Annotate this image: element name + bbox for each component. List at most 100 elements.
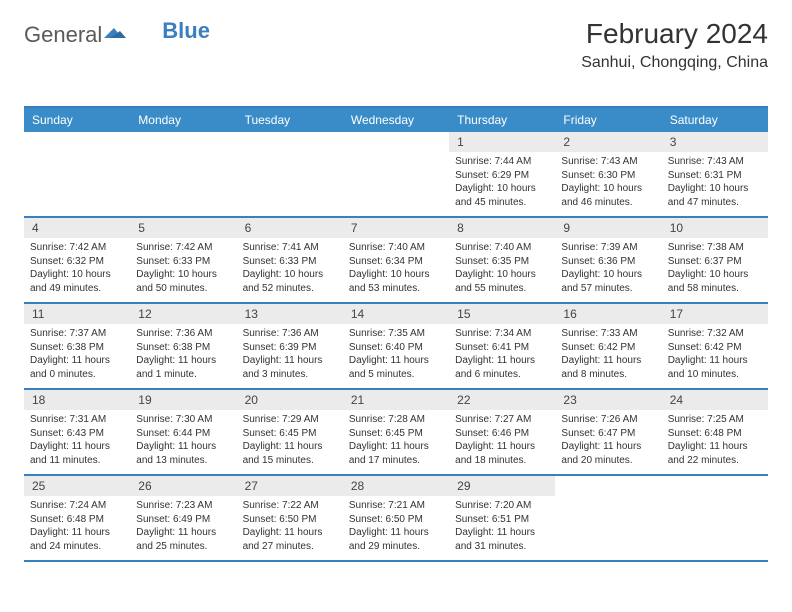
- daylight-text: Daylight: 11 hours and 17 minutes.: [349, 440, 443, 467]
- sunset-text: Sunset: 6:48 PM: [30, 513, 124, 527]
- day-info: Sunrise: 7:41 AMSunset: 6:33 PMDaylight:…: [237, 238, 343, 299]
- day-number: 20: [237, 390, 343, 410]
- day-info: Sunrise: 7:32 AMSunset: 6:42 PMDaylight:…: [662, 324, 768, 385]
- sunrise-text: Sunrise: 7:43 AM: [561, 155, 655, 169]
- sunset-text: Sunset: 6:51 PM: [455, 513, 549, 527]
- day-cell: [662, 476, 768, 560]
- sunset-text: Sunset: 6:50 PM: [243, 513, 337, 527]
- sunset-text: Sunset: 6:39 PM: [243, 341, 337, 355]
- day-info: Sunrise: 7:21 AMSunset: 6:50 PMDaylight:…: [343, 496, 449, 557]
- sunrise-text: Sunrise: 7:24 AM: [30, 499, 124, 513]
- sunrise-text: Sunrise: 7:29 AM: [243, 413, 337, 427]
- daylight-text: Daylight: 11 hours and 10 minutes.: [668, 354, 762, 381]
- day-info: Sunrise: 7:42 AMSunset: 6:33 PMDaylight:…: [130, 238, 236, 299]
- day-cell: 15Sunrise: 7:34 AMSunset: 6:41 PMDayligh…: [449, 304, 555, 388]
- day-cell: 28Sunrise: 7:21 AMSunset: 6:50 PMDayligh…: [343, 476, 449, 560]
- sunrise-text: Sunrise: 7:41 AM: [243, 241, 337, 255]
- sunrise-text: Sunrise: 7:43 AM: [668, 155, 762, 169]
- sunrise-text: Sunrise: 7:39 AM: [561, 241, 655, 255]
- day-cell: 11Sunrise: 7:37 AMSunset: 6:38 PMDayligh…: [24, 304, 130, 388]
- day-cell: 2Sunrise: 7:43 AMSunset: 6:30 PMDaylight…: [555, 132, 661, 216]
- daylight-text: Daylight: 10 hours and 50 minutes.: [136, 268, 230, 295]
- day-info: Sunrise: 7:27 AMSunset: 6:46 PMDaylight:…: [449, 410, 555, 471]
- day-number: 22: [449, 390, 555, 410]
- day-number: 13: [237, 304, 343, 324]
- day-cell: 29Sunrise: 7:20 AMSunset: 6:51 PMDayligh…: [449, 476, 555, 560]
- sunset-text: Sunset: 6:33 PM: [243, 255, 337, 269]
- day-info: Sunrise: 7:34 AMSunset: 6:41 PMDaylight:…: [449, 324, 555, 385]
- day-info: Sunrise: 7:20 AMSunset: 6:51 PMDaylight:…: [449, 496, 555, 557]
- sunrise-text: Sunrise: 7:34 AM: [455, 327, 549, 341]
- day-header: Monday: [130, 108, 236, 132]
- daylight-text: Daylight: 11 hours and 29 minutes.: [349, 526, 443, 553]
- page-title: February 2024: [581, 18, 768, 50]
- sunset-text: Sunset: 6:34 PM: [349, 255, 443, 269]
- sunset-text: Sunset: 6:35 PM: [455, 255, 549, 269]
- sunrise-text: Sunrise: 7:40 AM: [349, 241, 443, 255]
- day-number: 28: [343, 476, 449, 496]
- day-number: 8: [449, 218, 555, 238]
- day-cell: 22Sunrise: 7:27 AMSunset: 6:46 PMDayligh…: [449, 390, 555, 474]
- week-row: 11Sunrise: 7:37 AMSunset: 6:38 PMDayligh…: [24, 304, 768, 390]
- daylight-text: Daylight: 11 hours and 18 minutes.: [455, 440, 549, 467]
- day-number: 4: [24, 218, 130, 238]
- daylight-text: Daylight: 10 hours and 52 minutes.: [243, 268, 337, 295]
- day-cell: 4Sunrise: 7:42 AMSunset: 6:32 PMDaylight…: [24, 218, 130, 302]
- day-info: Sunrise: 7:43 AMSunset: 6:31 PMDaylight:…: [662, 152, 768, 213]
- day-info: Sunrise: 7:38 AMSunset: 6:37 PMDaylight:…: [662, 238, 768, 299]
- day-number: 27: [237, 476, 343, 496]
- sunset-text: Sunset: 6:33 PM: [136, 255, 230, 269]
- calendar: SundayMondayTuesdayWednesdayThursdayFrid…: [24, 106, 768, 562]
- sunset-text: Sunset: 6:31 PM: [668, 169, 762, 183]
- daylight-text: Daylight: 10 hours and 45 minutes.: [455, 182, 549, 209]
- day-cell: 17Sunrise: 7:32 AMSunset: 6:42 PMDayligh…: [662, 304, 768, 388]
- day-number: 25: [24, 476, 130, 496]
- day-number: 14: [343, 304, 449, 324]
- sunrise-text: Sunrise: 7:32 AM: [668, 327, 762, 341]
- sunset-text: Sunset: 6:37 PM: [668, 255, 762, 269]
- day-number: 16: [555, 304, 661, 324]
- day-number: 21: [343, 390, 449, 410]
- sunset-text: Sunset: 6:48 PM: [668, 427, 762, 441]
- sunset-text: Sunset: 6:41 PM: [455, 341, 549, 355]
- daylight-text: Daylight: 11 hours and 11 minutes.: [30, 440, 124, 467]
- sunset-text: Sunset: 6:36 PM: [561, 255, 655, 269]
- day-cell: 18Sunrise: 7:31 AMSunset: 6:43 PMDayligh…: [24, 390, 130, 474]
- day-info: Sunrise: 7:36 AMSunset: 6:38 PMDaylight:…: [130, 324, 236, 385]
- daylight-text: Daylight: 11 hours and 8 minutes.: [561, 354, 655, 381]
- sunrise-text: Sunrise: 7:26 AM: [561, 413, 655, 427]
- day-cell: [24, 132, 130, 216]
- day-info: Sunrise: 7:24 AMSunset: 6:48 PMDaylight:…: [24, 496, 130, 557]
- day-header: Sunday: [24, 108, 130, 132]
- day-info: Sunrise: 7:43 AMSunset: 6:30 PMDaylight:…: [555, 152, 661, 213]
- day-cell: 13Sunrise: 7:36 AMSunset: 6:39 PMDayligh…: [237, 304, 343, 388]
- daylight-text: Daylight: 10 hours and 57 minutes.: [561, 268, 655, 295]
- day-info: Sunrise: 7:37 AMSunset: 6:38 PMDaylight:…: [24, 324, 130, 385]
- day-number: 29: [449, 476, 555, 496]
- day-cell: 20Sunrise: 7:29 AMSunset: 6:45 PMDayligh…: [237, 390, 343, 474]
- sunrise-text: Sunrise: 7:21 AM: [349, 499, 443, 513]
- day-cell: 16Sunrise: 7:33 AMSunset: 6:42 PMDayligh…: [555, 304, 661, 388]
- day-cell: [130, 132, 236, 216]
- sunset-text: Sunset: 6:47 PM: [561, 427, 655, 441]
- sunrise-text: Sunrise: 7:25 AM: [668, 413, 762, 427]
- sunset-text: Sunset: 6:44 PM: [136, 427, 230, 441]
- week-row: 4Sunrise: 7:42 AMSunset: 6:32 PMDaylight…: [24, 218, 768, 304]
- daylight-text: Daylight: 11 hours and 1 minute.: [136, 354, 230, 381]
- sunrise-text: Sunrise: 7:44 AM: [455, 155, 549, 169]
- day-cell: 12Sunrise: 7:36 AMSunset: 6:38 PMDayligh…: [130, 304, 236, 388]
- day-info: Sunrise: 7:29 AMSunset: 6:45 PMDaylight:…: [237, 410, 343, 471]
- day-cell: 24Sunrise: 7:25 AMSunset: 6:48 PMDayligh…: [662, 390, 768, 474]
- daylight-text: Daylight: 11 hours and 20 minutes.: [561, 440, 655, 467]
- logo-text-2: Blue: [162, 18, 210, 44]
- week-row: 1Sunrise: 7:44 AMSunset: 6:29 PMDaylight…: [24, 132, 768, 218]
- daylight-text: Daylight: 10 hours and 58 minutes.: [668, 268, 762, 295]
- daylight-text: Daylight: 10 hours and 46 minutes.: [561, 182, 655, 209]
- sunset-text: Sunset: 6:40 PM: [349, 341, 443, 355]
- page-subtitle: Sanhui, Chongqing, China: [581, 54, 768, 72]
- day-info: Sunrise: 7:28 AMSunset: 6:45 PMDaylight:…: [343, 410, 449, 471]
- sunset-text: Sunset: 6:45 PM: [349, 427, 443, 441]
- day-info: Sunrise: 7:33 AMSunset: 6:42 PMDaylight:…: [555, 324, 661, 385]
- logo-icon: [104, 22, 126, 48]
- day-header-row: SundayMondayTuesdayWednesdayThursdayFrid…: [24, 108, 768, 132]
